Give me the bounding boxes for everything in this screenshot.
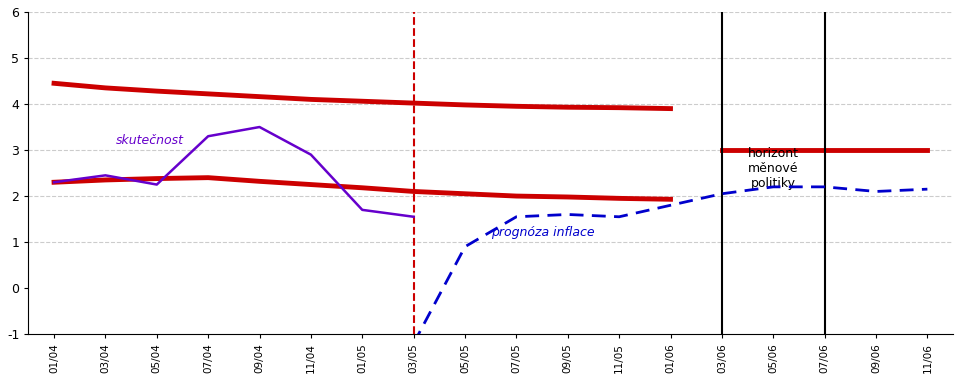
Text: skutečnost: skutečnost — [116, 134, 183, 147]
Text: prognóza inflace: prognóza inflace — [491, 226, 594, 239]
Text: horizont
měnové
politiky: horizont měnové politiky — [748, 147, 799, 190]
